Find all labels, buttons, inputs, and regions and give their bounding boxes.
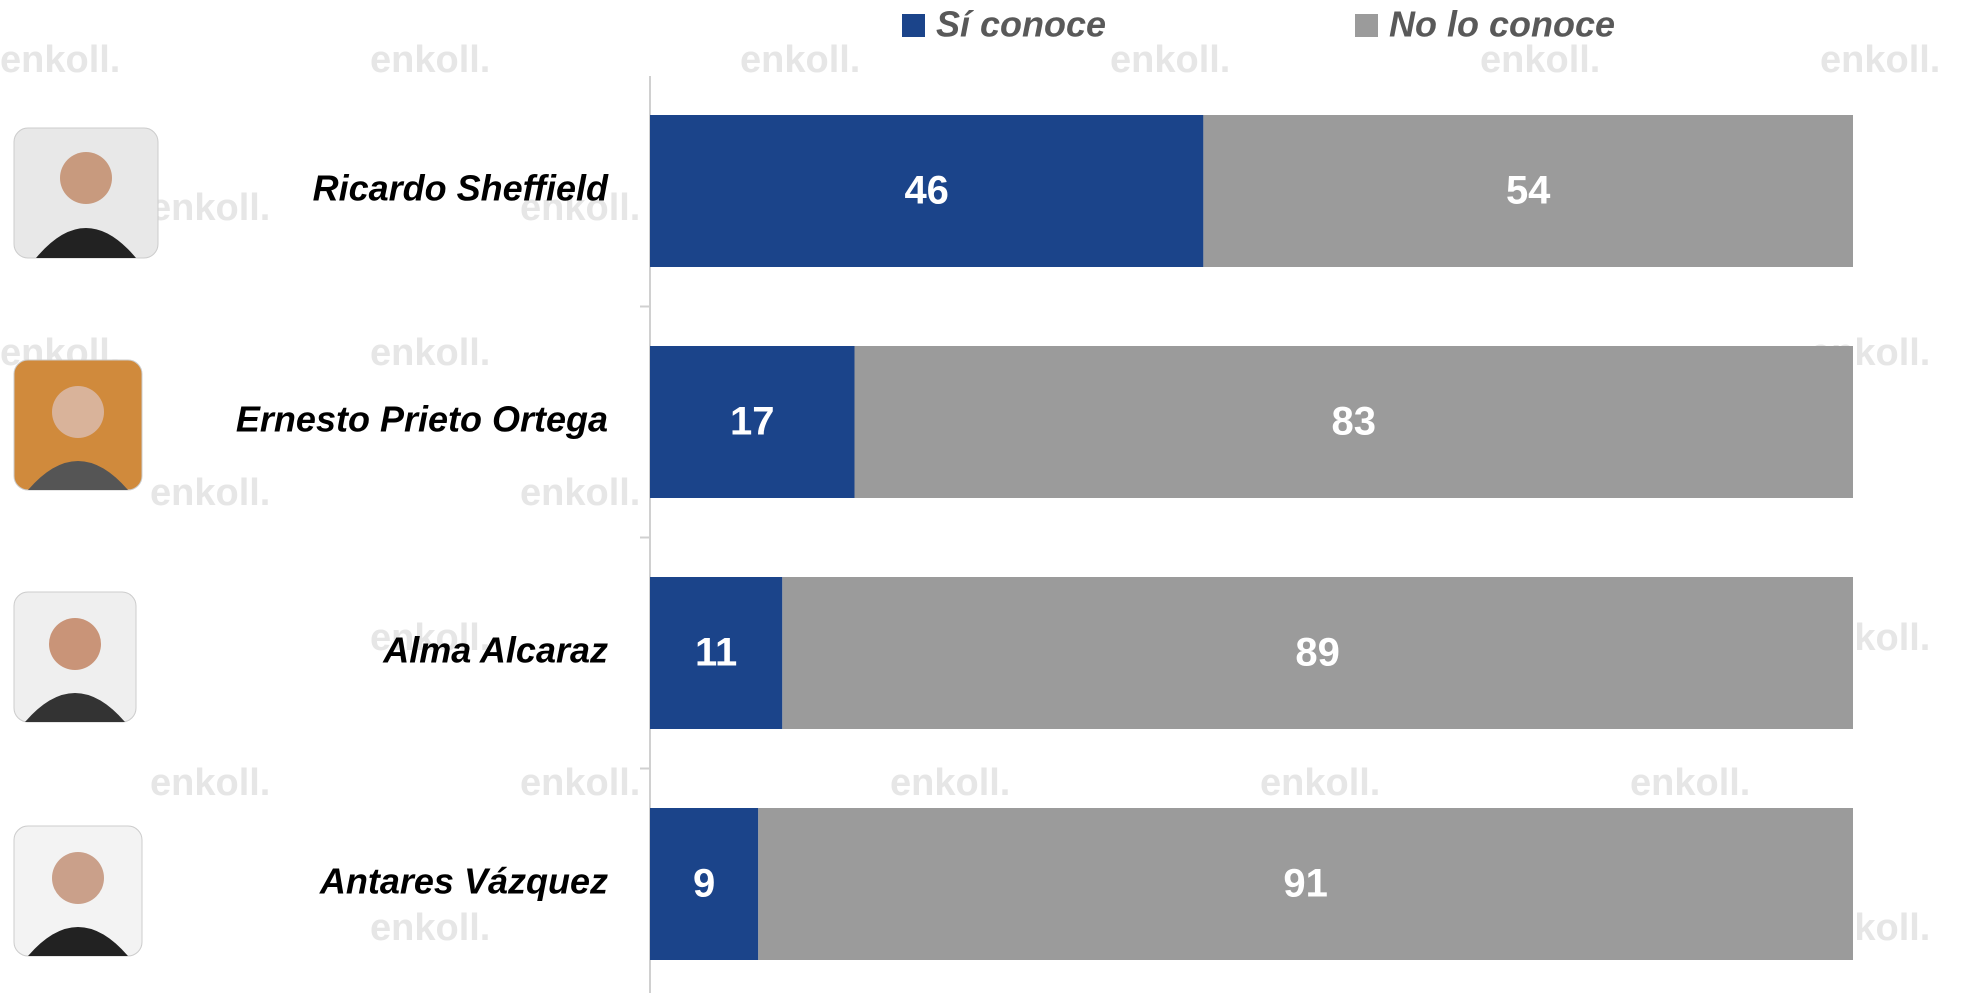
watermark: enkoll. [740,39,860,81]
bar-segment [650,577,783,729]
watermark: enkoll. [1110,39,1230,81]
watermark: enkoll. [520,472,640,514]
watermark: enkoll. [1260,762,1380,804]
watermark: enkoll. [370,907,490,949]
watermark: enkoll. [890,762,1010,804]
watermark: enkoll. [1820,39,1940,81]
bar-segment [1203,115,1853,267]
category-label: Antares Vázquez [319,861,608,902]
watermarks: enkoll. enkoll. enkoll. enkoll. enkoll. enkol… [0,39,1940,949]
watermark: enkoll. [370,39,490,81]
category-label: Ricardo Sheffield [313,168,609,209]
bar-segment [782,577,1853,729]
category-label: Ernesto Prieto Ortega [236,399,608,440]
value-label: 91 [1283,862,1328,906]
legend-label: Sí conoce [936,4,1106,45]
watermark: enkoll. [1480,39,1600,81]
value-label: 46 [904,169,949,213]
watermark: enkoll. [1630,762,1750,804]
bar-segment [650,346,855,498]
watermark: enkoll. [150,762,270,804]
watermark: enkoll. [150,472,270,514]
legend-swatch [1355,14,1378,37]
legend-label: No lo conoce [1389,4,1615,45]
bar-segment [758,808,1853,960]
value-label: 89 [1295,631,1340,675]
watermark: enkoll. [0,39,120,81]
watermark: enkoll. [370,332,490,374]
photos [13,127,159,957]
watermark: enkoll. [150,187,270,229]
legend-swatch [902,14,925,37]
bar-segment [650,808,759,960]
value-label: 11 [695,631,737,675]
value-label: 9 [693,862,715,906]
value-label: 83 [1332,400,1377,444]
bar-segment [650,115,1204,267]
photo [13,359,143,491]
photo [13,591,137,723]
watermark: enkoll. [520,762,640,804]
photo [13,825,143,957]
value-label: 54 [1506,169,1551,213]
watermark: enkoll. [370,617,490,659]
bar-segment [854,346,1853,498]
photo [13,127,159,259]
category-label: Alma Alcaraz [382,630,608,671]
value-label: 17 [730,400,775,444]
watermark: enkoll. [520,187,640,229]
